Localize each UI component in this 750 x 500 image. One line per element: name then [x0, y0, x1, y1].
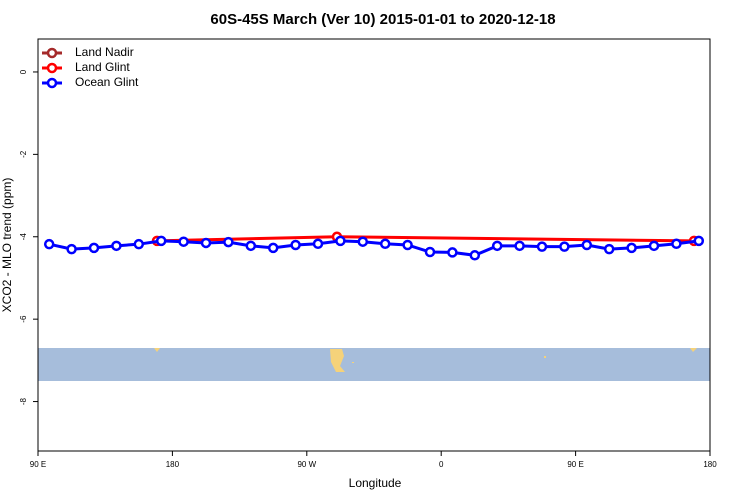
chart-title: 60S-45S March (Ver 10) 2015-01-01 to 202…: [210, 11, 555, 28]
x-tick-label: 90 E: [567, 460, 583, 469]
data-point: [648, 240, 660, 252]
map-strip: [38, 348, 710, 381]
data-point: [514, 240, 525, 252]
x-tick-label: 0: [439, 460, 444, 469]
x-tick-label: 90 E: [30, 460, 46, 469]
y-tick-label: -6: [19, 315, 28, 323]
legend-marker: [46, 77, 58, 89]
land-patch: [690, 348, 697, 352]
legend-label: Land Nadir: [75, 45, 134, 59]
y-tick-label: 0: [19, 69, 28, 74]
y-tick-label: -4: [19, 233, 28, 241]
plot-frame: [37, 38, 711, 452]
data-point: [357, 236, 369, 247]
legend-marker: [46, 47, 58, 59]
ocean-strip: [38, 348, 710, 381]
data-point: [200, 237, 212, 249]
data-point: [43, 238, 55, 250]
data-point: [559, 241, 570, 252]
data-point: [290, 239, 301, 251]
legend-label: Ocean Glint: [75, 75, 139, 89]
data-point: [223, 236, 234, 248]
legend-label: Land Glint: [75, 60, 130, 74]
x-axis-label: Longitude: [349, 476, 402, 490]
land-patch: [330, 349, 345, 372]
data-point: [88, 242, 100, 254]
data-point: [245, 240, 257, 252]
data-point: [671, 238, 682, 250]
data-point: [536, 241, 548, 252]
data-point: [424, 246, 436, 258]
data-point: [581, 239, 593, 251]
legend-marker: [46, 62, 58, 74]
y-tick-label: -8: [19, 397, 28, 405]
data-point: [469, 250, 481, 261]
data-point: [312, 238, 324, 250]
x-tick-label: 180: [703, 460, 717, 469]
data-point: [379, 238, 391, 250]
data-point: [155, 235, 167, 247]
data-point: [491, 240, 503, 252]
land-patch: [154, 348, 160, 352]
land-patch: [352, 362, 354, 363]
x-tick-label: 90 W: [297, 460, 316, 469]
data-point: [402, 239, 413, 251]
y-tick-label: -2: [19, 150, 28, 158]
x-tick-label: 180: [166, 460, 180, 469]
data-point: [626, 242, 637, 254]
data-point: [335, 235, 346, 247]
data-point: [133, 238, 145, 250]
land-patch: [544, 356, 546, 358]
data-point: [603, 243, 615, 255]
data-point: [693, 235, 705, 247]
data-point: [267, 242, 279, 254]
data-point: [66, 243, 77, 255]
y-axis-label: XCO2 - MLO trend (ppm): [0, 178, 14, 313]
data-point: [178, 236, 189, 247]
data-point: [447, 247, 458, 258]
data-point: [111, 240, 122, 252]
